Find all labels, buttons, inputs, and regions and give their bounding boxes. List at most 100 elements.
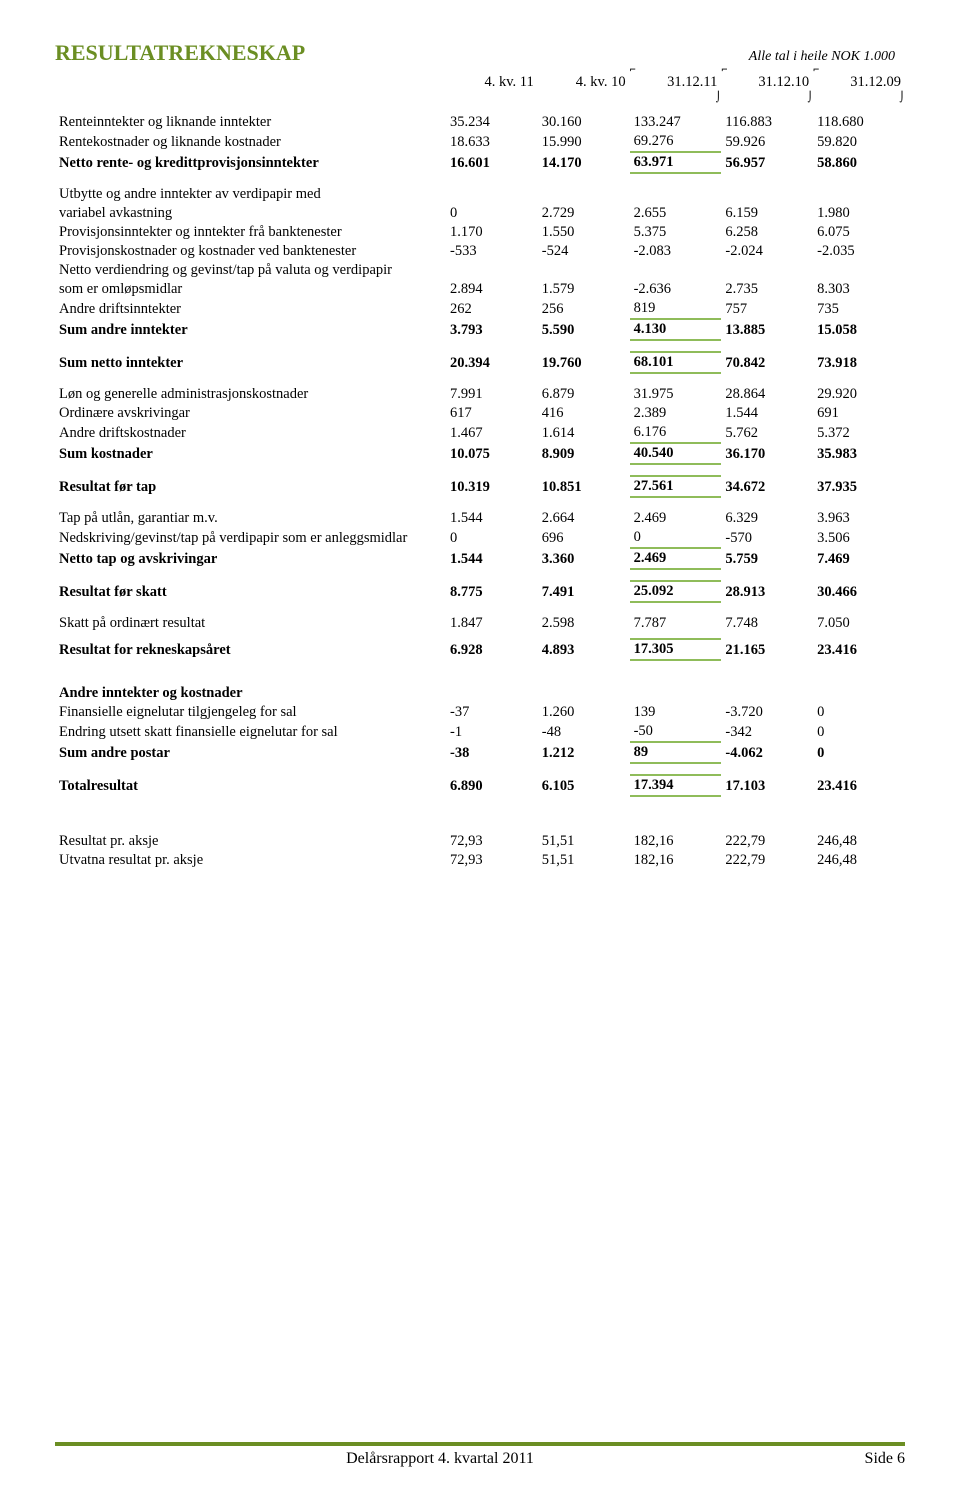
page-footer: Delårsrapport 4. kvartal 2011 Side 6 [55, 1442, 905, 1468]
cell: 1.550 [538, 223, 630, 242]
cell: 3.793 [446, 319, 538, 340]
cell: 73.918 [813, 352, 905, 373]
cell: -50 [630, 722, 722, 742]
cell: 6.890 [446, 775, 538, 796]
cell: 1.170 [446, 223, 538, 242]
row-label: variabel avkastning [55, 204, 446, 223]
cell: 30.466 [813, 581, 905, 602]
cell: 2.735 [721, 280, 813, 299]
cell: 27.561 [630, 476, 722, 497]
cell: 617 [446, 404, 538, 423]
cell: 25.092 [630, 581, 722, 602]
cell: -2.636 [630, 280, 722, 299]
cell: -1 [446, 722, 538, 742]
cell: 23.416 [813, 775, 905, 796]
subtitle: Alle tal i heile NOK 1.000 [749, 49, 905, 65]
cell: 89 [630, 742, 722, 763]
row-label: Utbytte og andre inntekter av verdipapir… [55, 185, 446, 204]
table-row: variabel avkastning02.7292.6556.1591.980 [55, 204, 905, 223]
cell: 6.258 [721, 223, 813, 242]
cell: 256 [538, 299, 630, 319]
table-row: Utvatna resultat pr. aksje72,9351,51182,… [55, 851, 905, 870]
cell: -533 [446, 242, 538, 261]
cell: 35.983 [813, 443, 905, 464]
cell: 19.760 [538, 352, 630, 373]
period-col-4: 31.12.10 [721, 74, 813, 95]
income-statement-table: ⌐ ⌐ ⌐ 4. kv. 11 4. kv. 10 31.12.11 31.12… [55, 68, 905, 870]
row-label: Løn og generelle administrasjonskostnade… [55, 385, 446, 404]
row-label: som er omløpsmidlar [55, 280, 446, 299]
cell: 2.598 [538, 614, 630, 633]
footer-page: Side 6 [825, 1450, 905, 1468]
period-col-3: 31.12.11 [630, 74, 722, 95]
cell: 13.885 [721, 319, 813, 340]
cell: 2.664 [538, 509, 630, 528]
cell: 1.579 [538, 280, 630, 299]
cell: 7.050 [813, 614, 905, 633]
row-label: Tap på utlån, garantiar m.v. [55, 509, 446, 528]
cell: 15.058 [813, 319, 905, 340]
table-row: Tap på utlån, garantiar m.v.1.5442.6642.… [55, 509, 905, 528]
cell: 1.980 [813, 204, 905, 223]
cell: 17.394 [630, 775, 722, 796]
cell: 1.544 [721, 404, 813, 423]
cell: 72,93 [446, 851, 538, 870]
cell: -48 [538, 722, 630, 742]
cell: 819 [630, 299, 722, 319]
cell: 262 [446, 299, 538, 319]
cell [630, 185, 722, 204]
cell: 70.842 [721, 352, 813, 373]
period-col-1: 4. kv. 11 [446, 74, 538, 95]
row-label: Andre driftsinntekter [55, 299, 446, 319]
cell: 30.160 [538, 113, 630, 132]
table-row: som er omløpsmidlar2.8941.579-2.6362.735… [55, 280, 905, 299]
row-label: Ordinære avskrivingar [55, 404, 446, 423]
cell: 182,16 [630, 851, 722, 870]
row-label: Provisjonsinntekter og inntekter frå ban… [55, 223, 446, 242]
cell [721, 185, 813, 204]
row-label: Utvatna resultat pr. aksje [55, 851, 446, 870]
cell: 1.467 [446, 423, 538, 443]
cell [538, 185, 630, 204]
cell: 72,93 [446, 832, 538, 851]
cell: 8.775 [446, 581, 538, 602]
cell: 14.170 [538, 152, 630, 173]
cell: -2.024 [721, 242, 813, 261]
table-row: Ordinære avskrivingar6174162.3891.544691 [55, 404, 905, 423]
cell: 20.394 [446, 352, 538, 373]
cell: 246,48 [813, 851, 905, 870]
cell: 17.305 [630, 639, 722, 660]
cell: 29.920 [813, 385, 905, 404]
row-label: Endring utsett skatt finansielle eignelu… [55, 722, 446, 742]
cell: 691 [813, 404, 905, 423]
cell: 4.893 [538, 639, 630, 660]
cell: 28.913 [721, 581, 813, 602]
cell: 416 [538, 404, 630, 423]
cell: 4.130 [630, 319, 722, 340]
cell: 3.506 [813, 528, 905, 548]
cell: 0 [446, 528, 538, 548]
cell: -3.720 [721, 703, 813, 722]
cell [813, 185, 905, 204]
cell: 31.975 [630, 385, 722, 404]
cell: 8.909 [538, 443, 630, 464]
cell: 10.851 [538, 476, 630, 497]
cell: 59.820 [813, 132, 905, 152]
cell: 118.680 [813, 113, 905, 132]
cell: 7.491 [538, 581, 630, 602]
cell: 7.787 [630, 614, 722, 633]
cell [630, 261, 722, 280]
cell: -38 [446, 742, 538, 763]
cell: -342 [721, 722, 813, 742]
cell: 34.672 [721, 476, 813, 497]
cell: 58.860 [813, 152, 905, 173]
row-label: Resultat pr. aksje [55, 832, 446, 851]
row-label: Nedskriving/gevinst/tap på verdipapir so… [55, 528, 446, 548]
table-row: Renteinntekter og liknande inntekter35.2… [55, 113, 905, 132]
cell: 6.176 [630, 423, 722, 443]
cell: 757 [721, 299, 813, 319]
cell: 7.991 [446, 385, 538, 404]
cell: -524 [538, 242, 630, 261]
cell: 735 [813, 299, 905, 319]
table-row: Nedskriving/gevinst/tap på verdipapir so… [55, 528, 905, 548]
